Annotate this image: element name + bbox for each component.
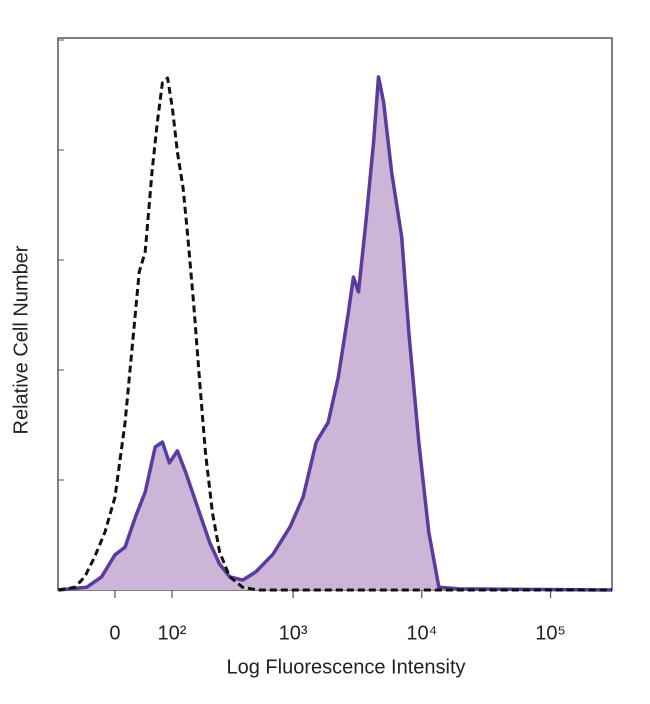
y-axis-label: Relative Cell Number [10, 245, 32, 434]
line [58, 75, 612, 592]
x-axis-label: Log Fluorescence Intensity [226, 656, 465, 678]
x-tick-label: 10³ [279, 622, 308, 644]
x-tick-label: 10² [158, 622, 187, 644]
line [58, 76, 612, 592]
x-tick-label: 0 [109, 622, 120, 644]
x-tick-label: 10⁵ [535, 622, 566, 644]
area [58, 76, 612, 590]
x-tick-label: 10⁴ [406, 622, 437, 644]
